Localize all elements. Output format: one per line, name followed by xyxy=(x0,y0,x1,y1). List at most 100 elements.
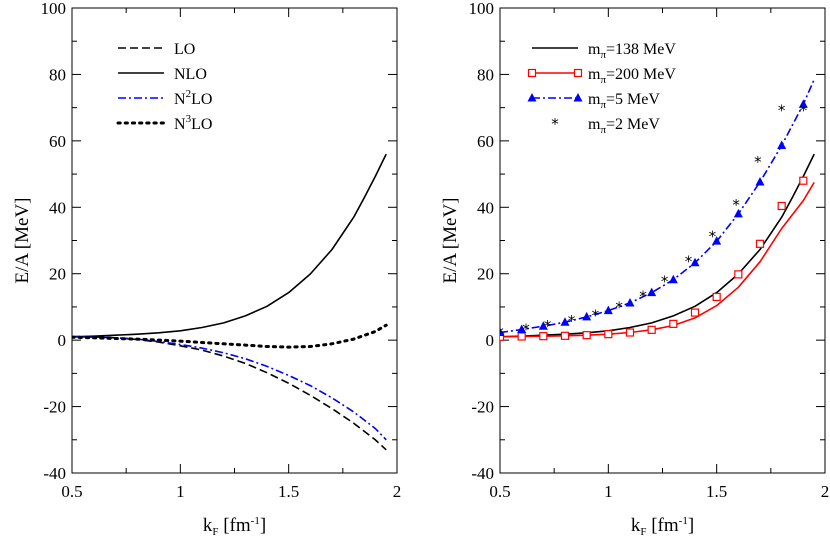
series-m-pi-2-mev-marker: * xyxy=(639,287,647,305)
x-axis-label-part: k xyxy=(203,515,213,536)
series-m-pi-2-mev-marker: * xyxy=(544,317,552,335)
series-n2lo-legend-label-part: N xyxy=(174,91,186,108)
series-m-pi-2-mev-marker: * xyxy=(615,298,623,316)
x-tick-label: 0.5 xyxy=(489,482,510,501)
x-axis-label-part: -1 xyxy=(679,515,688,527)
series-m-pi-5-mev-legend-label: mπ=5 MeV xyxy=(588,91,660,111)
series-m-pi-5-mev-marker xyxy=(733,208,743,218)
x-tick-label: 2 xyxy=(821,482,830,501)
series-nlo-legend-label-part: NLO xyxy=(174,66,207,83)
x-axis-label-part: ] xyxy=(688,515,694,536)
series-m-pi-138-mev-legend-label-part: π xyxy=(600,49,606,61)
series-m-pi-5-mev-marker xyxy=(582,311,592,321)
series-m-pi-5-mev-marker xyxy=(603,305,613,315)
y-tick-label: 100 xyxy=(469,0,495,18)
x-tick-label: 1 xyxy=(604,482,613,501)
x-tick-label: 1.5 xyxy=(278,482,299,501)
plot-area xyxy=(72,153,388,451)
series-m-pi-200-mev-legend-label-part: =200 MeV xyxy=(606,66,676,83)
series-m-pi-200-mev-marker xyxy=(647,325,656,334)
right-panel: 0.5 1 1.5 2 -40 -20 0 20 40 60 80 100 kF [fm-1] E/A [… xyxy=(440,0,829,538)
series-m-pi-2-mev-legend-label-part: =2 MeV xyxy=(606,116,660,133)
series-m-pi-2-mev-legend-label-part: π xyxy=(600,124,606,136)
series-m-pi-5-mev-legend-marker xyxy=(527,93,537,102)
series-m-pi-2-mev-marker: * xyxy=(709,228,717,246)
series-n3lo-line xyxy=(72,323,388,349)
series-n2lo-legend-label-part: LO xyxy=(191,91,212,108)
y-tick-label: 100 xyxy=(41,0,67,18)
x-axis-label-part: -1 xyxy=(251,515,260,527)
plot-area: * * * * * * * * * * * * * * xyxy=(496,79,815,342)
series-lo-legend-label: LO xyxy=(174,41,195,58)
y-tick-label: -20 xyxy=(471,398,494,417)
x-axis-label-part: F xyxy=(640,526,646,538)
series-m-pi-200-mev-marker xyxy=(799,176,808,185)
series-m-pi-200-mev-marker xyxy=(777,201,786,211)
series-m-pi-200-mev-legend-label-part: m xyxy=(588,66,601,83)
series-m-pi-2-mev-legend-label: mπ=2 MeV xyxy=(588,116,660,136)
series-m-pi-2-mev-marker: * xyxy=(778,101,786,119)
series-m-pi-200-mev-marker xyxy=(712,292,721,302)
y-tick-label: 0 xyxy=(486,331,495,350)
series-m-pi-5-mev-legend-label-part: π xyxy=(600,99,606,111)
y-tick-label: -20 xyxy=(43,398,66,417)
series-m-pi-2-mev-marker: * xyxy=(800,101,808,119)
series-m-pi-200-mev-marker xyxy=(625,328,635,337)
series-n3lo-legend-label-part: N xyxy=(174,116,186,133)
series-m-pi-5-mev-marker xyxy=(517,324,527,334)
series-m-pi-200-mev-marker xyxy=(582,331,591,340)
series-lo-line xyxy=(72,335,387,451)
series-m-pi-2-mev-marker: * xyxy=(496,324,504,342)
series-m-pi-138-mev-legend-label-part: =138 MeV xyxy=(606,41,676,58)
series-n3lo-legend-label-part: LO xyxy=(191,116,212,133)
series-m-pi-5-mev-marker xyxy=(690,257,700,267)
series-n2lo-line xyxy=(72,336,387,441)
series-m-pi-2-mev-marker: * xyxy=(754,153,762,171)
x-tick-label: 1.5 xyxy=(706,482,727,501)
x-tick-label: 2 xyxy=(393,482,402,501)
series-m-pi-200-mev-legend-marker xyxy=(527,68,537,78)
x-axis-label-part: k xyxy=(631,515,641,536)
series-lo-legend-label-part: LO xyxy=(174,41,195,58)
series-m-pi-138-mev-line xyxy=(500,153,815,338)
y-tick-label: 80 xyxy=(49,65,66,84)
series-m-pi-5-mev-marker xyxy=(712,236,722,245)
series-nlo-line xyxy=(72,153,387,338)
left-panel: 0.5 1 1.5 2 -40 -20 0 20 40 60 80 100 kF [fm-1] E/A [… xyxy=(12,0,401,538)
x-axis-label: kF [fm-1] xyxy=(203,515,266,538)
series-m-pi-2-mev-marker: * xyxy=(592,307,600,325)
series-m-pi-5-mev-marker xyxy=(755,177,765,186)
series-m-pi-5-mev-marker xyxy=(625,297,635,307)
series-n3lo-legend-label-part: 3 xyxy=(186,113,192,125)
x-axis-label-part: [fm xyxy=(646,515,678,536)
y-tick-label: 40 xyxy=(49,198,66,217)
series-m-pi-2-mev-marker: * xyxy=(661,272,669,290)
y-tick-label: -40 xyxy=(471,464,494,483)
series-m-pi-2-mev-legend-label-part: m xyxy=(588,116,601,133)
series-m-pi-2-mev-marker: * xyxy=(568,312,576,330)
series-m-pi-200-mev-legend-marker xyxy=(573,68,583,78)
series-m-pi-2-mev-marker: * xyxy=(685,252,693,270)
series-m-pi-200-mev-legend-label-part: π xyxy=(600,74,606,86)
x-axis-label-part: ] xyxy=(260,515,266,536)
x-axis-label: kF [fm-1] xyxy=(631,515,694,538)
series-n2lo-legend-label-part: 2 xyxy=(186,88,192,100)
x-axis-label-part: [fm xyxy=(218,515,250,536)
series-m-pi-5-mev-marker xyxy=(777,140,787,150)
y-tick-label: 60 xyxy=(477,132,494,151)
series-m-pi-200-mev-marker xyxy=(604,330,613,339)
series-m-pi-200-mev-marker xyxy=(734,270,743,279)
series-n3lo-legend-label: N3LO xyxy=(174,113,212,133)
series-nlo-legend-label: NLO xyxy=(174,66,207,83)
series-m-pi-5-mev-legend-label-part: m xyxy=(588,91,601,108)
series-m-pi-200-mev-marker xyxy=(560,331,570,340)
y-tick-label: 20 xyxy=(49,265,66,284)
y-tick-label: -40 xyxy=(43,464,66,483)
series-m-pi-5-mev-marker xyxy=(500,327,505,337)
y-tick-label: 80 xyxy=(477,65,494,84)
plot-frame xyxy=(71,7,398,474)
series-m-pi-2-mev-marker: * xyxy=(732,196,740,214)
series-m-pi-200-mev-marker xyxy=(500,332,505,341)
x-axis-label-part: F xyxy=(212,526,218,538)
